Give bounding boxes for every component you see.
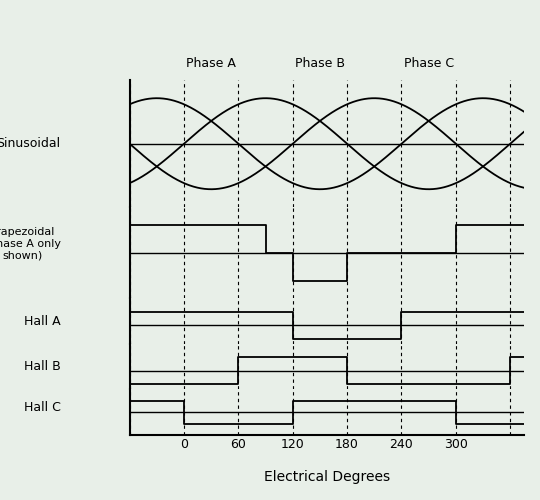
Text: Hall A: Hall A	[24, 314, 60, 328]
Text: Phase B: Phase B	[295, 57, 345, 70]
Text: Phase C: Phase C	[403, 57, 454, 70]
Text: Sinusoidal: Sinusoidal	[0, 137, 60, 150]
Text: Hall B: Hall B	[24, 360, 60, 373]
Text: Hall C: Hall C	[24, 401, 60, 414]
Text: Phase A: Phase A	[186, 57, 236, 70]
Text: Trapezoidal
(Phase A only
shown): Trapezoidal (Phase A only shown)	[0, 227, 60, 260]
Text: Electrical Degrees: Electrical Degrees	[264, 470, 390, 484]
